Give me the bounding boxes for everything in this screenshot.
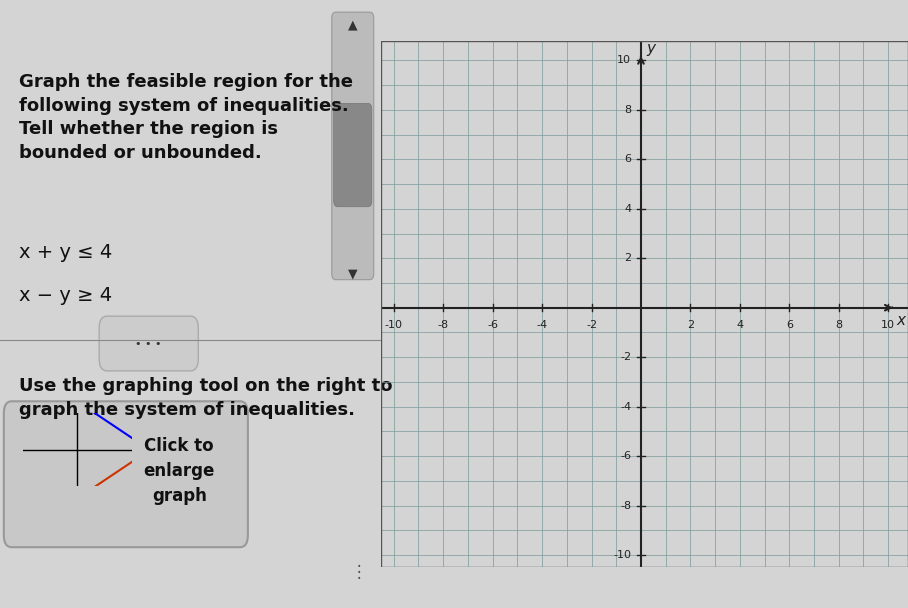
Text: Click to
enlarge
graph: Click to enlarge graph [143, 437, 215, 505]
Text: -2: -2 [586, 320, 597, 330]
Text: -8: -8 [438, 320, 449, 330]
Text: x: x [896, 313, 905, 328]
Text: 6: 6 [785, 320, 793, 330]
Text: ⋮: ⋮ [350, 562, 367, 581]
Text: 10: 10 [882, 320, 895, 330]
Text: -6: -6 [620, 451, 631, 461]
Text: 2: 2 [686, 320, 694, 330]
Text: y: y [646, 41, 656, 55]
Text: 8: 8 [624, 105, 631, 115]
Text: -2: -2 [620, 352, 631, 362]
FancyBboxPatch shape [4, 401, 248, 547]
Text: 8: 8 [835, 320, 843, 330]
Text: 6: 6 [624, 154, 631, 164]
Text: ▲: ▲ [348, 18, 358, 31]
FancyBboxPatch shape [334, 103, 372, 207]
Text: x + y ≤ 4: x + y ≤ 4 [19, 243, 113, 262]
Text: 4: 4 [624, 204, 631, 214]
Text: • • •: • • • [135, 339, 162, 348]
Text: 2: 2 [624, 254, 631, 263]
Text: -8: -8 [620, 500, 631, 511]
Text: Graph the feasible region for the
following system of inequalities.
Tell whether: Graph the feasible region for the follow… [19, 73, 353, 162]
Text: -4: -4 [537, 320, 548, 330]
Text: Use the graphing tool on the right to
graph the system of inequalities.: Use the graphing tool on the right to gr… [19, 377, 392, 418]
Text: -10: -10 [385, 320, 403, 330]
Text: -6: -6 [487, 320, 498, 330]
FancyBboxPatch shape [331, 12, 374, 280]
FancyBboxPatch shape [99, 316, 198, 371]
Text: x − y ≥ 4: x − y ≥ 4 [19, 286, 113, 305]
Text: -4: -4 [620, 402, 631, 412]
Text: -10: -10 [613, 550, 631, 560]
Text: 10: 10 [617, 55, 631, 66]
Text: ▼: ▼ [348, 268, 358, 280]
Text: 4: 4 [736, 320, 744, 330]
